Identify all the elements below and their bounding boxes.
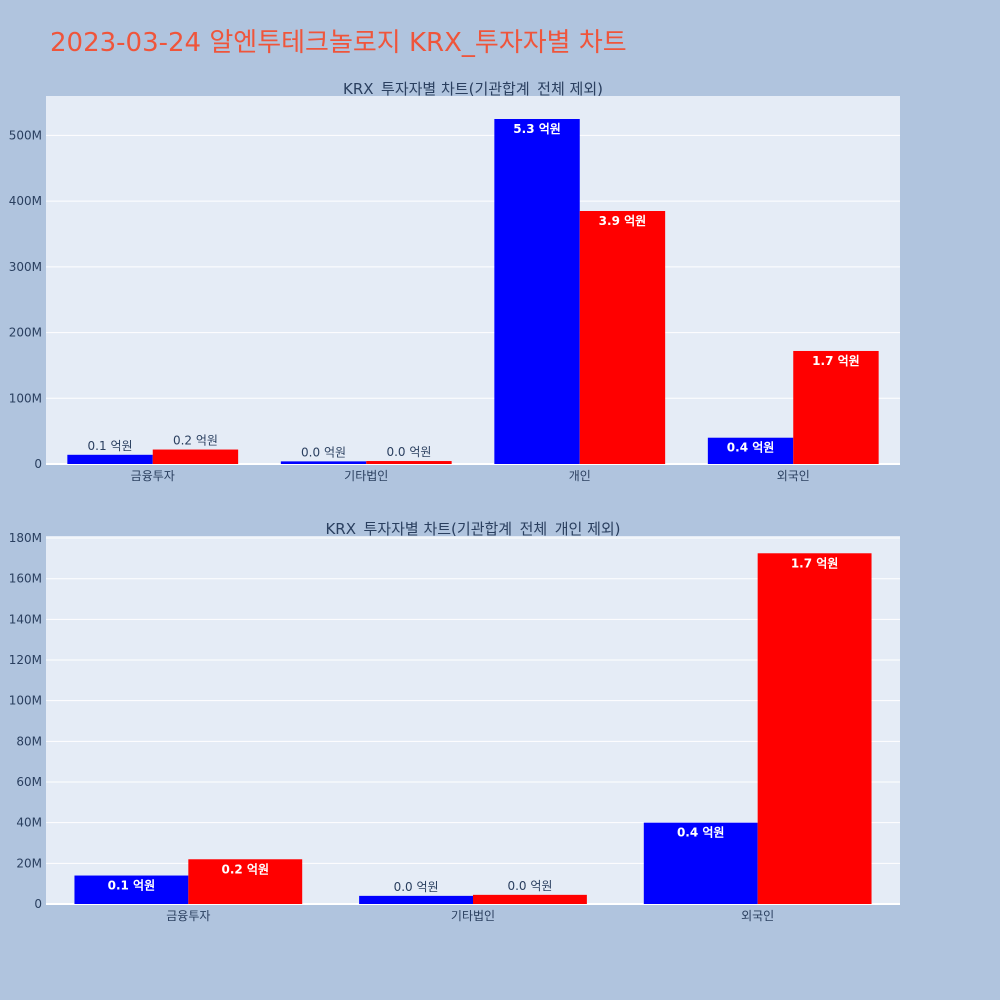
investor-chart-excl-individual: KRX_투자자별 차트(기관합계_전체_개인 제외) 0 20M 40M 60M 80M 1…	[9, 520, 900, 923]
bar-value-label: 0.1 억원	[88, 439, 133, 453]
bar-value-label: 0.2 억원	[222, 862, 270, 876]
y-tick-label: 80M	[16, 734, 42, 748]
bar-value-label: 0.0 억원	[507, 879, 552, 893]
bar-value-label: 3.9 억원	[599, 214, 647, 228]
y-tick-label: 140M	[9, 612, 42, 626]
y-tick-label: 180M	[9, 531, 42, 545]
x-tick-label: 기타법인	[451, 909, 495, 923]
bar	[579, 211, 666, 464]
bar-value-label: 5.3 억원	[513, 122, 561, 136]
y-tick-label: 120M	[9, 653, 42, 667]
bar-value-label: 0.2 억원	[173, 434, 218, 448]
bar-value-label: 1.7 억원	[791, 556, 839, 570]
y-tick-label: 0	[34, 897, 42, 911]
plot-area	[46, 96, 900, 464]
bar	[67, 454, 153, 464]
y-tick-label: 20M	[16, 856, 42, 870]
x-tick-label: 외국인	[777, 469, 810, 483]
bar-value-label: 0.4 억원	[677, 826, 725, 840]
bar-value-label: 0.0 억원	[301, 445, 346, 459]
x-tick-label: 외국인	[741, 909, 774, 923]
bar	[643, 822, 758, 904]
bar	[473, 894, 587, 904]
bar	[757, 553, 872, 904]
bar-value-label: 0.1 억원	[108, 879, 156, 893]
bar	[359, 895, 473, 904]
y-tick-label: 300M	[9, 260, 42, 274]
bar	[494, 119, 580, 464]
y-tick-label: 160M	[9, 572, 42, 586]
bar	[280, 461, 367, 464]
x-tick-label: 기타법인	[344, 469, 388, 483]
bar	[793, 350, 879, 464]
bar	[152, 449, 239, 464]
bar	[74, 875, 189, 904]
y-tick-label: 500M	[9, 128, 42, 142]
y-tick-label: 100M	[9, 694, 42, 708]
bar-value-label: 1.7 억원	[812, 354, 860, 368]
y-tick-label: 200M	[9, 326, 42, 340]
bar-value-label: 0.0 억원	[386, 445, 431, 459]
chart-subtitle: KRX_투자자별 차트(기관합계_전체 제외)	[343, 80, 603, 99]
y-tick-label: 40M	[16, 816, 42, 830]
bar	[707, 437, 794, 464]
bar	[366, 461, 452, 464]
bar-value-label: 0.0 억원	[394, 880, 439, 894]
bar	[188, 859, 303, 904]
y-tick-label: 400M	[9, 194, 42, 208]
y-tick-label: 60M	[16, 775, 42, 789]
x-tick-label: 금융투자	[131, 469, 175, 483]
y-tick-label: 100M	[9, 391, 42, 405]
bar-value-label: 0.4 억원	[727, 441, 775, 455]
x-tick-label: 개인	[569, 469, 591, 483]
y-tick-label: 0	[34, 457, 42, 471]
page-title: 2023-03-24 알엔투테크놀로지 KRX_투자자별 차트	[50, 28, 627, 58]
investor-chart-all: KRX_투자자별 차트(기관합계_전체 제외) 0 100M 200M 300M 400M…	[9, 80, 900, 483]
x-tick-label: 금융투자	[166, 909, 210, 923]
chart-subtitle: KRX_투자자별 차트(기관합계_전체_개인 제외)	[325, 520, 620, 539]
